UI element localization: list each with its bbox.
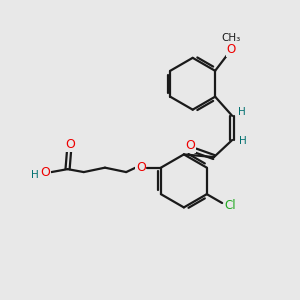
Text: Cl: Cl — [225, 200, 236, 212]
Text: O: O — [40, 166, 50, 179]
Text: O: O — [227, 43, 236, 56]
Text: H: H — [31, 170, 39, 180]
Text: O: O — [136, 161, 146, 174]
Text: CH₃: CH₃ — [222, 33, 241, 43]
Text: H: H — [238, 107, 246, 117]
Text: O: O — [66, 138, 76, 151]
Text: O: O — [185, 140, 195, 152]
Text: H: H — [238, 136, 246, 146]
